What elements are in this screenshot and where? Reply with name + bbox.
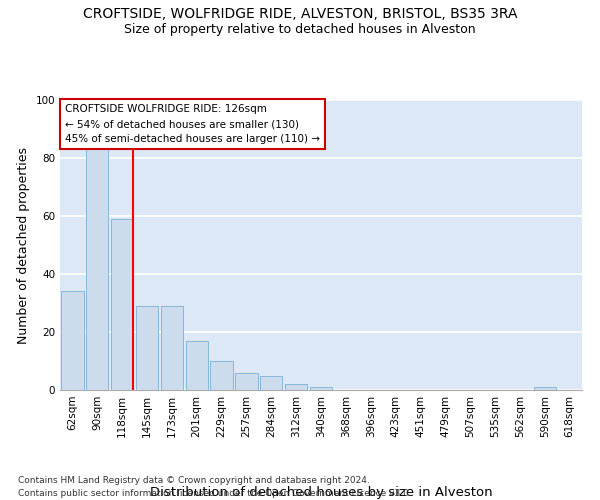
Bar — [185, 340, 208, 390]
Bar — [285, 384, 307, 390]
Bar — [161, 306, 183, 390]
Text: CROFTSIDE, WOLFRIDGE RIDE, ALVESTON, BRISTOL, BS35 3RA: CROFTSIDE, WOLFRIDGE RIDE, ALVESTON, BRI… — [83, 8, 517, 22]
Text: Contains HM Land Registry data © Crown copyright and database right 2024.
Contai: Contains HM Land Registry data © Crown c… — [18, 476, 412, 498]
Bar — [260, 376, 283, 390]
Y-axis label: Number of detached properties: Number of detached properties — [17, 146, 30, 344]
Text: CROFTSIDE WOLFRIDGE RIDE: 126sqm
← 54% of detached houses are smaller (130)
45% : CROFTSIDE WOLFRIDGE RIDE: 126sqm ← 54% o… — [65, 104, 320, 144]
Bar — [61, 292, 83, 390]
Bar — [211, 361, 233, 390]
Bar — [111, 219, 133, 390]
Bar — [533, 387, 556, 390]
Bar — [310, 387, 332, 390]
Bar — [235, 372, 257, 390]
Bar — [86, 146, 109, 390]
Text: Size of property relative to detached houses in Alveston: Size of property relative to detached ho… — [124, 22, 476, 36]
Bar — [136, 306, 158, 390]
X-axis label: Distribution of detached houses by size in Alveston: Distribution of detached houses by size … — [149, 486, 493, 498]
